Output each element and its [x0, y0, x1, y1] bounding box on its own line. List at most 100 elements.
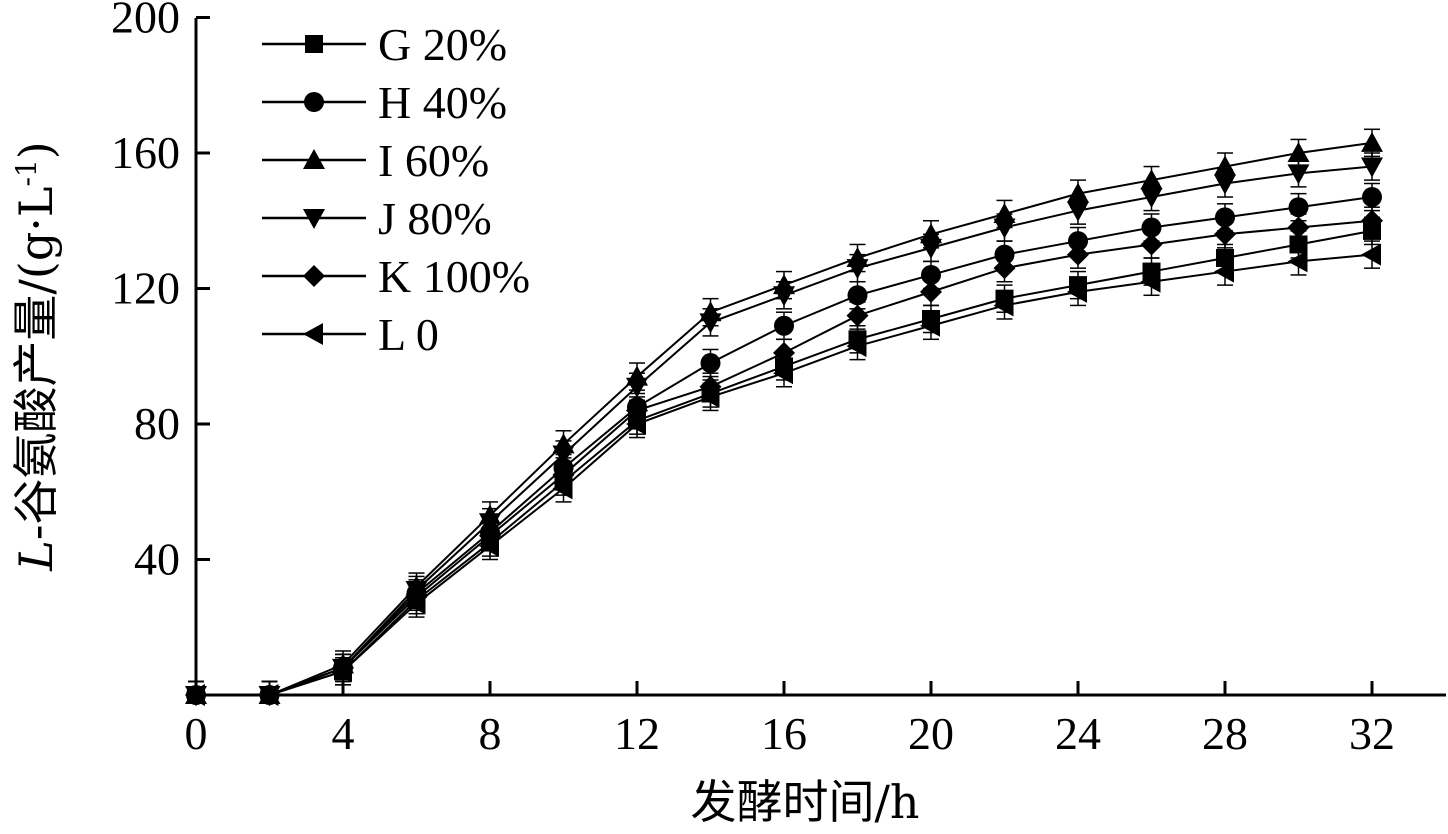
legend-item: I 60%	[262, 135, 489, 186]
data-point	[993, 294, 1014, 317]
y-axis-title-superscript: -1	[10, 159, 43, 186]
data-point	[993, 218, 1016, 239]
legend-item: G 20%	[262, 19, 507, 70]
data-point	[1067, 280, 1087, 303]
data-point	[1362, 187, 1382, 208]
data-point	[1287, 164, 1310, 185]
data-point	[847, 285, 868, 306]
data-point	[1214, 223, 1236, 246]
legend-marker	[303, 149, 325, 169]
x-tick-label: 8	[479, 708, 502, 759]
data-point	[1214, 260, 1234, 283]
data-point	[1140, 188, 1163, 209]
data-point	[1287, 250, 1308, 273]
data-point	[1288, 197, 1309, 218]
data-point	[1287, 216, 1310, 239]
legend-item: J 80%	[262, 193, 492, 244]
data-point	[993, 202, 1016, 223]
legend-item: K 100%	[262, 251, 530, 302]
series-k	[185, 206, 1383, 706]
data-point	[1214, 174, 1236, 195]
y-tick-label: 200	[111, 0, 180, 43]
data-point	[700, 353, 721, 374]
data-point	[846, 304, 869, 327]
data-point	[773, 341, 795, 364]
legend-label: J 80%	[378, 193, 492, 244]
legend-label: K 100%	[378, 251, 530, 302]
legend-marker	[303, 323, 323, 345]
data-point	[1140, 270, 1161, 293]
data-point	[920, 314, 940, 337]
data-point	[185, 684, 205, 706]
data-point	[774, 315, 794, 336]
data-point	[1140, 233, 1163, 256]
data-point	[920, 223, 942, 244]
data-point	[846, 335, 867, 358]
y-axis-title: L-谷氨酸产量/(g·L-1)	[9, 141, 63, 571]
data-point	[1141, 217, 1162, 238]
legend-label: L 0	[378, 309, 439, 360]
data-point	[699, 313, 722, 334]
data-point	[1361, 209, 1383, 232]
legend-label: I 60%	[378, 135, 489, 186]
data-point	[1289, 235, 1308, 254]
data-point	[479, 534, 499, 557]
legend-label: H 40%	[378, 77, 507, 128]
data-point	[699, 385, 720, 408]
series-line	[196, 141, 1373, 696]
data-point	[552, 445, 575, 466]
data-point	[921, 264, 941, 285]
data-point	[773, 362, 793, 385]
data-point	[920, 280, 942, 303]
y-tick-label: 80	[134, 398, 180, 449]
data-point	[1215, 207, 1235, 228]
data-point	[626, 413, 646, 435]
legend-item: H 40%	[262, 77, 507, 128]
legend-marker	[303, 209, 325, 229]
series-line	[196, 165, 1373, 696]
x-axis-title: 发酵时间/h	[690, 775, 919, 829]
y-tick-label: 120	[111, 263, 180, 314]
x-ticks: 0 4 8 12 16 20 24 28 32	[185, 681, 1395, 759]
legend-marker	[303, 265, 325, 287]
legend: G 20% H 40% I 60% J 80% K 100% L 0	[262, 19, 530, 360]
legend-item: L 0	[262, 309, 439, 360]
axes	[194, 18, 1446, 697]
y-axis-title-main: -谷氨酸产量/(g·L	[9, 187, 63, 541]
data-point	[332, 660, 352, 683]
data-point	[258, 684, 279, 706]
data-point	[993, 257, 1016, 280]
legend-label: G 20%	[378, 19, 507, 70]
data-point	[1287, 142, 1310, 162]
series-j	[185, 152, 1383, 706]
x-tick-label: 28	[1202, 708, 1248, 759]
data-point	[1067, 201, 1089, 222]
series-l	[185, 240, 1381, 706]
legend-marker	[305, 35, 323, 53]
y-axis-title-italic: L	[9, 540, 63, 572]
y-tick-label: 160	[111, 127, 180, 178]
data-point	[626, 377, 648, 398]
data-point	[1361, 131, 1383, 152]
x-tick-label: 32	[1349, 708, 1395, 759]
x-tick-label: 16	[761, 708, 807, 759]
series-i	[185, 128, 1383, 704]
y-ticks: 40 80 120 160 200	[111, 0, 210, 585]
x-tick-label: 24	[1055, 708, 1101, 759]
data-point	[1361, 243, 1381, 266]
series-layer	[185, 128, 1383, 706]
data-point	[773, 286, 795, 307]
data-point	[405, 592, 426, 615]
x-tick-label: 12	[614, 708, 660, 759]
data-point	[1067, 243, 1089, 266]
x-tick-label: 20	[908, 708, 954, 759]
x-tick-label: 4	[332, 708, 355, 759]
y-axis-title-close: )	[9, 141, 63, 159]
data-point	[920, 238, 942, 259]
data-point	[1361, 157, 1383, 178]
data-point	[846, 259, 869, 280]
y-tick-label: 40	[134, 534, 180, 585]
data-point	[552, 477, 573, 500]
x-tick-label: 0	[185, 708, 208, 759]
